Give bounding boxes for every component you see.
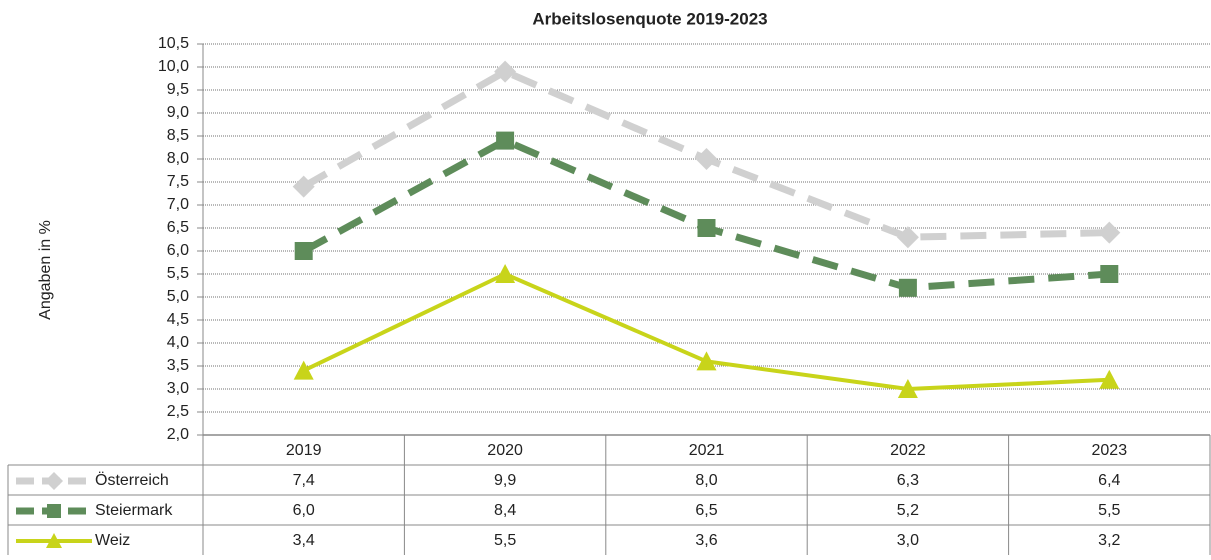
table-value: 8,4 [494,502,516,519]
table-value: 6,0 [293,502,315,519]
y-tick-label: 6,0 [167,242,189,259]
marker [292,175,315,198]
table-value: 6,5 [695,502,717,519]
series-line [302,272,1110,391]
marker [1100,265,1119,283]
y-tick-label: 8,0 [167,150,189,167]
table-value: 6,4 [1098,472,1120,489]
x-tick-label: 2020 [487,442,523,459]
y-tick-label: 5,5 [167,265,189,282]
marker [1098,221,1121,244]
marker [1099,369,1120,389]
y-tick-label: 8,5 [167,127,189,144]
table-value: 8,0 [695,472,717,489]
marker [695,148,718,170]
y-tick-label: 7,0 [167,196,189,213]
table-value: 9,9 [494,472,516,489]
legend-label: Steiermark [95,502,173,519]
y-tick-label: 2,0 [167,426,189,443]
legend-marker [46,533,62,548]
marker [897,379,918,398]
x-tick-label: 2021 [689,442,725,459]
table-value: 3,2 [1098,532,1120,549]
y-tick-label: 9,5 [167,81,189,98]
x-tick-label: 2023 [1092,442,1128,459]
y-tick-label: 5,0 [167,288,189,305]
table-value: 7,4 [293,472,315,489]
legend-label: Österreich [95,471,169,489]
table-value: 3,6 [695,532,717,549]
y-tick-label: 6,5 [167,219,189,236]
table-value: 3,4 [293,532,315,549]
y-tick-label: 10,5 [158,35,189,52]
marker [496,131,515,150]
x-tick-label: 2019 [286,442,322,459]
y-tick-label: 4,5 [167,311,189,328]
y-tick-label: 9,0 [167,104,189,121]
marker [494,60,517,83]
y-tick-label: 2,5 [167,403,189,420]
table-value: 5,5 [494,532,516,549]
y-tick-label: 3,0 [167,380,189,397]
chart-title: Arbeitslosenquote 2019-2023 [532,9,767,28]
marker [293,360,314,380]
marker [898,278,917,297]
table-value: 3,0 [897,532,919,549]
y-tick-label: 10,0 [158,58,189,75]
marker [896,226,919,249]
legend-marker [47,504,61,518]
marker [696,351,717,371]
table-value: 6,3 [897,472,919,489]
y-tick-label: 3,5 [167,357,189,374]
table-value: 5,5 [1098,502,1120,519]
table-value: 5,2 [897,502,919,519]
marker [294,242,313,260]
y-axis-label: Angaben in % [37,220,54,320]
legend-marker [45,472,63,490]
y-tick-label: 4,0 [167,334,189,351]
marker [697,219,716,237]
marker [495,264,516,283]
legend-label: Weiz [95,532,130,549]
x-tick-label: 2022 [890,442,926,459]
y-tick-label: 7,5 [167,173,189,190]
